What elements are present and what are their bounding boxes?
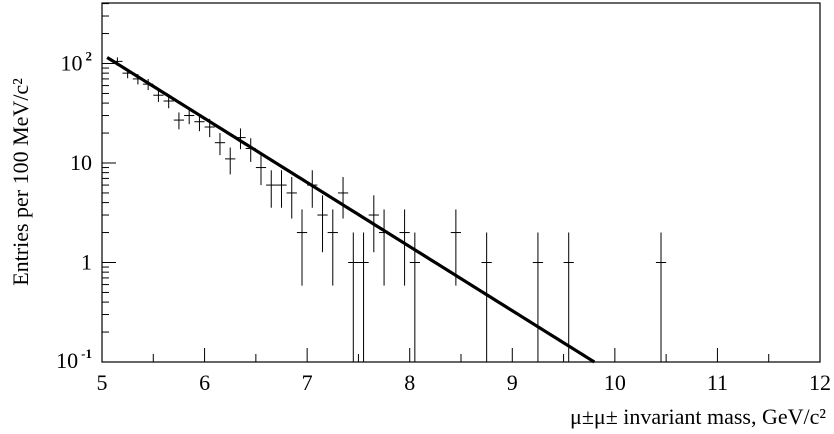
data-point (481, 232, 492, 362)
data-point (296, 209, 308, 286)
x-tick-label: 6 (199, 370, 210, 395)
plot-frame (101, 2, 821, 363)
data-point (563, 232, 574, 362)
data-point (327, 209, 338, 286)
x-tick-label: 11 (707, 370, 728, 395)
y-axis-tick-labels: 10 2 10 1 10 -1 (56, 49, 92, 374)
y-tick-label: 10 2 (61, 49, 93, 76)
y-tick-label: 10 (70, 150, 92, 175)
x-tick-label: 10 (604, 370, 626, 395)
data-point (317, 195, 328, 253)
x-axis-tick-labels: 5 6 7 8 9 10 11 12 (97, 370, 832, 395)
data-point (255, 155, 267, 186)
data-point (378, 209, 390, 286)
x-axis-ticks (101, 348, 821, 362)
x-tick-label: 9 (507, 370, 518, 395)
data-point (409, 232, 420, 362)
data-point (399, 209, 410, 286)
x-tick-label: 8 (404, 370, 415, 395)
data-point (358, 232, 369, 362)
data-point (655, 232, 667, 362)
data-point (348, 232, 359, 362)
data-point (184, 108, 195, 125)
data-points (112, 57, 667, 362)
x-tick-label: 7 (302, 370, 313, 395)
y-tick-label: 10 -1 (56, 346, 92, 373)
data-point (286, 176, 297, 219)
y-axis-label: Entries per 100 MeV/c² (8, 78, 33, 286)
data-point (225, 147, 236, 175)
data-point (153, 89, 164, 102)
x-tick-label: 12 (809, 370, 831, 395)
data-point (214, 133, 226, 156)
data-point (450, 209, 461, 286)
data-point (266, 170, 277, 208)
y-axis-ticks (102, 3, 116, 363)
data-point (276, 170, 287, 208)
x-tick-label: 5 (97, 370, 108, 395)
y-tick-label: 1 (81, 250, 92, 275)
fit-curve (106, 56, 596, 364)
x-axis-label: μ±μ± invariant mass, GeV/c² (570, 404, 826, 429)
data-point (532, 232, 544, 362)
data-point (337, 176, 349, 219)
data-point (173, 112, 185, 130)
